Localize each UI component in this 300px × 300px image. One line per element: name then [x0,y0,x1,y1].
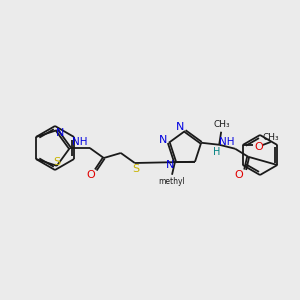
Text: O: O [254,142,263,152]
Text: N: N [56,128,64,138]
Text: N: N [176,122,184,132]
Text: S: S [132,164,140,174]
Text: S: S [53,157,60,167]
Text: methyl: methyl [159,177,185,186]
Text: O: O [235,170,244,180]
Text: O: O [86,170,95,180]
Text: NH: NH [219,137,235,147]
Text: N: N [159,135,167,145]
Text: H: H [214,147,221,157]
Text: NH: NH [72,137,88,147]
Text: CH₃: CH₃ [214,120,230,129]
Text: CH₃: CH₃ [262,133,279,142]
Text: N: N [166,160,174,170]
